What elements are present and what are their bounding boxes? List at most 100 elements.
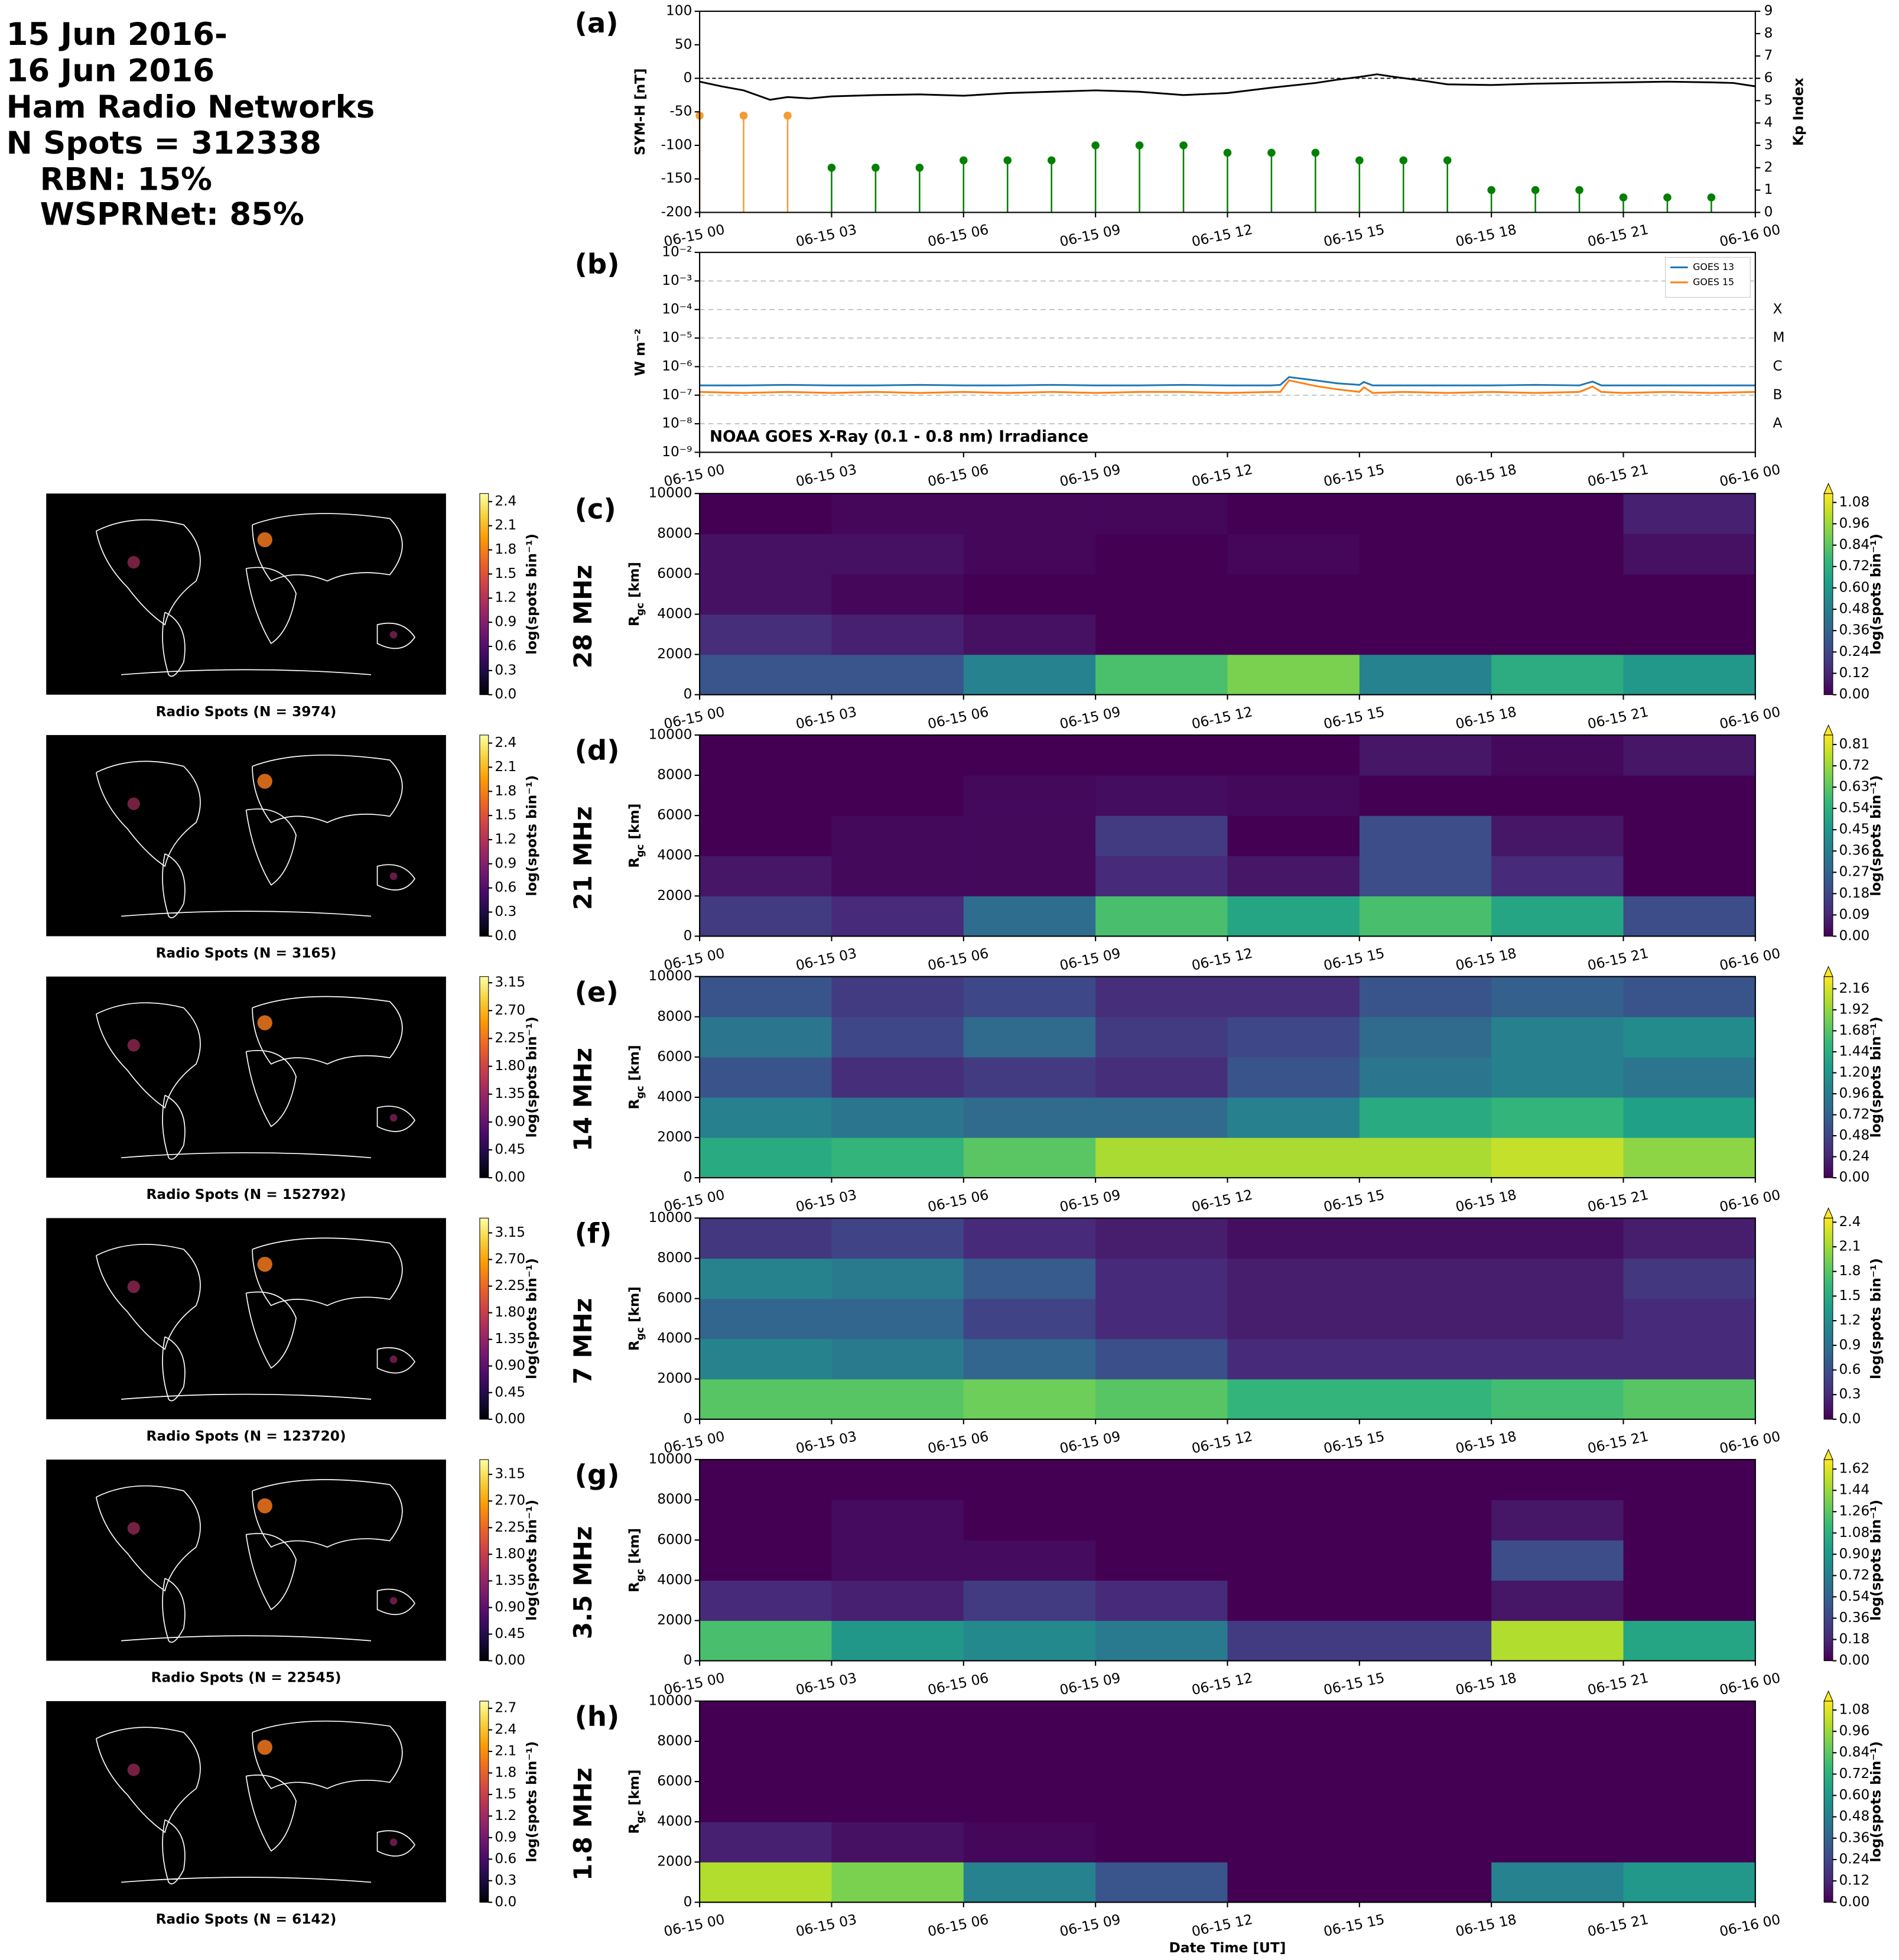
- colorbar: [479, 493, 489, 695]
- heatmap-cell: [1623, 1057, 1756, 1098]
- heatmap-cell: [1491, 1379, 1624, 1420]
- y-tick-label: 0: [684, 1169, 692, 1185]
- colorbar-tick-label: 1.5: [495, 807, 516, 823]
- heatmap-cell: [1095, 1500, 1228, 1540]
- heatmap-cell: [831, 1137, 964, 1178]
- y-label-sub: gc: [634, 603, 646, 616]
- colorbar-tick-label: 0.09: [1839, 906, 1870, 922]
- y-label-main: R: [626, 1098, 642, 1109]
- heatmap-cell: [831, 1620, 964, 1662]
- colorbar-tick-label: 1.2: [495, 590, 516, 606]
- heatmap-cell: [1623, 1460, 1756, 1500]
- heatmap-cell: [1227, 1137, 1360, 1178]
- colorbar-tick-label: 1.80: [495, 1304, 525, 1320]
- colorbar-tick-label: 1.44: [1839, 1043, 1870, 1059]
- heatmap-cell: [1623, 1137, 1756, 1178]
- heatmap-cell: [1359, 734, 1492, 776]
- colorbar-tick-label: 2.25: [495, 1030, 525, 1046]
- heatmap-cell: [1491, 1460, 1624, 1500]
- y-tick-label: 4000: [657, 1330, 692, 1346]
- colorbar-tick-label: 1.8: [495, 783, 516, 799]
- heatmap-cell: [963, 1379, 1096, 1420]
- header-line: 15 Jun 2016-: [6, 17, 227, 53]
- heatmap-cell: [1227, 1460, 1360, 1500]
- heatmap-cell: [1095, 1258, 1228, 1299]
- map-hotspot: [127, 797, 140, 810]
- heatmap-cell: [1227, 1741, 1360, 1782]
- heatmap-cell: [963, 1862, 1096, 1903]
- map-hotspot: [127, 1280, 140, 1293]
- y-label-unit: [km]: [626, 1770, 642, 1811]
- colorbar-label: log(spots bin⁻¹): [1868, 1741, 1884, 1863]
- colorbar-tick-label: 0.0: [1839, 1410, 1861, 1426]
- map-caption: Radio Spots (N = 152792): [146, 1187, 346, 1202]
- colorbar-tick-label: 0.6: [1839, 1361, 1861, 1377]
- heatmap-cell: [1095, 815, 1228, 856]
- colorbar-tick-label: 1.08: [1839, 1525, 1870, 1540]
- colorbar-tick-label: 1.08: [1839, 1701, 1870, 1717]
- heatmap-cell: [963, 775, 1096, 816]
- heatmap-cell: [1491, 1741, 1624, 1782]
- legend-label: GOES 15: [1693, 276, 1734, 287]
- stem-marker: [1047, 156, 1056, 165]
- colorbar-label: log(spots bin⁻¹): [523, 1016, 539, 1137]
- y-tick-label: 6000: [657, 1532, 692, 1548]
- colorbar-tick-label: 2.1: [495, 1743, 516, 1759]
- y-axis-label: W m⁻²: [632, 329, 648, 376]
- y-tick-label: -200: [661, 204, 692, 220]
- y-tick-label: 0: [684, 928, 692, 944]
- y2-tick-label: 4: [1764, 115, 1773, 131]
- heatmap-cell: [1359, 815, 1492, 856]
- heatmap-cell: [1227, 1862, 1360, 1903]
- colorbar-label: log(spots bin⁻¹): [1868, 1258, 1884, 1379]
- heatmap-cell: [1095, 1460, 1228, 1500]
- stem-marker: [1619, 193, 1628, 201]
- heatmap-cell: [700, 775, 833, 816]
- heatmap-cell: [1359, 1016, 1492, 1058]
- y-tick-label: 2000: [657, 1129, 692, 1145]
- colorbar-tick-label: 0.3: [495, 662, 516, 678]
- heatmap-cell: [1359, 976, 1492, 1018]
- stem-marker: [739, 111, 748, 120]
- colorbar-tick-label: 1.5: [1839, 1288, 1861, 1304]
- map-caption: Radio Spots (N = 6142): [156, 1911, 337, 1927]
- map: [46, 1218, 446, 1419]
- colorbar-tick-label: 0.9: [495, 1829, 516, 1845]
- heatmap-cell: [1359, 614, 1492, 655]
- colorbar-tick-label: 0.84: [1839, 537, 1870, 552]
- y-label-sub: gc: [634, 1811, 646, 1824]
- stem-marker: [1531, 186, 1540, 194]
- colorbar-tick-label: 1.68: [1839, 1022, 1870, 1038]
- heatmap-cell: [700, 1862, 833, 1903]
- colorbar: [479, 976, 489, 1178]
- heatmap-cell: [700, 654, 833, 695]
- panel-label: (a): [575, 7, 619, 39]
- heatmap-cell: [1623, 1338, 1756, 1380]
- heatmap-cell: [1095, 1620, 1228, 1662]
- heatmap-cell: [831, 614, 964, 655]
- panel-label: (f): [575, 1218, 612, 1250]
- heatmap-cell: [963, 896, 1096, 937]
- colorbar-label: log(spots bin⁻¹): [523, 775, 539, 896]
- stem-marker: [960, 156, 968, 165]
- colorbar-tick-label: 1.08: [1839, 494, 1870, 510]
- heatmap-cell: [831, 1298, 964, 1340]
- map-coastline: [95, 513, 416, 677]
- colorbar-label: log(spots bin⁻¹): [523, 1258, 539, 1379]
- heatmap-cell: [1227, 976, 1360, 1018]
- heatmap-cell: [963, 1500, 1096, 1540]
- colorbar-tick-label: 2.1: [1839, 1239, 1861, 1254]
- colorbar-tick-label: 2.25: [495, 1278, 525, 1293]
- heatmap-cell: [1623, 614, 1756, 655]
- heatmap-cell: [1095, 1218, 1228, 1259]
- colorbar-tick-label: 0.48: [1839, 601, 1870, 617]
- header-line: N Spots = 312338: [6, 125, 321, 161]
- colorbar: [479, 1217, 489, 1420]
- heatmap-cell: [1095, 1016, 1228, 1058]
- band-label: 21 MHz: [568, 806, 597, 910]
- colorbar-label: log(spots bin⁻¹): [1868, 534, 1884, 655]
- heatmap-cell: [1095, 976, 1228, 1018]
- y-tick-label: 10⁻⁵: [662, 330, 692, 346]
- y-tick-label: 8000: [657, 525, 692, 541]
- series-line: [700, 376, 1755, 386]
